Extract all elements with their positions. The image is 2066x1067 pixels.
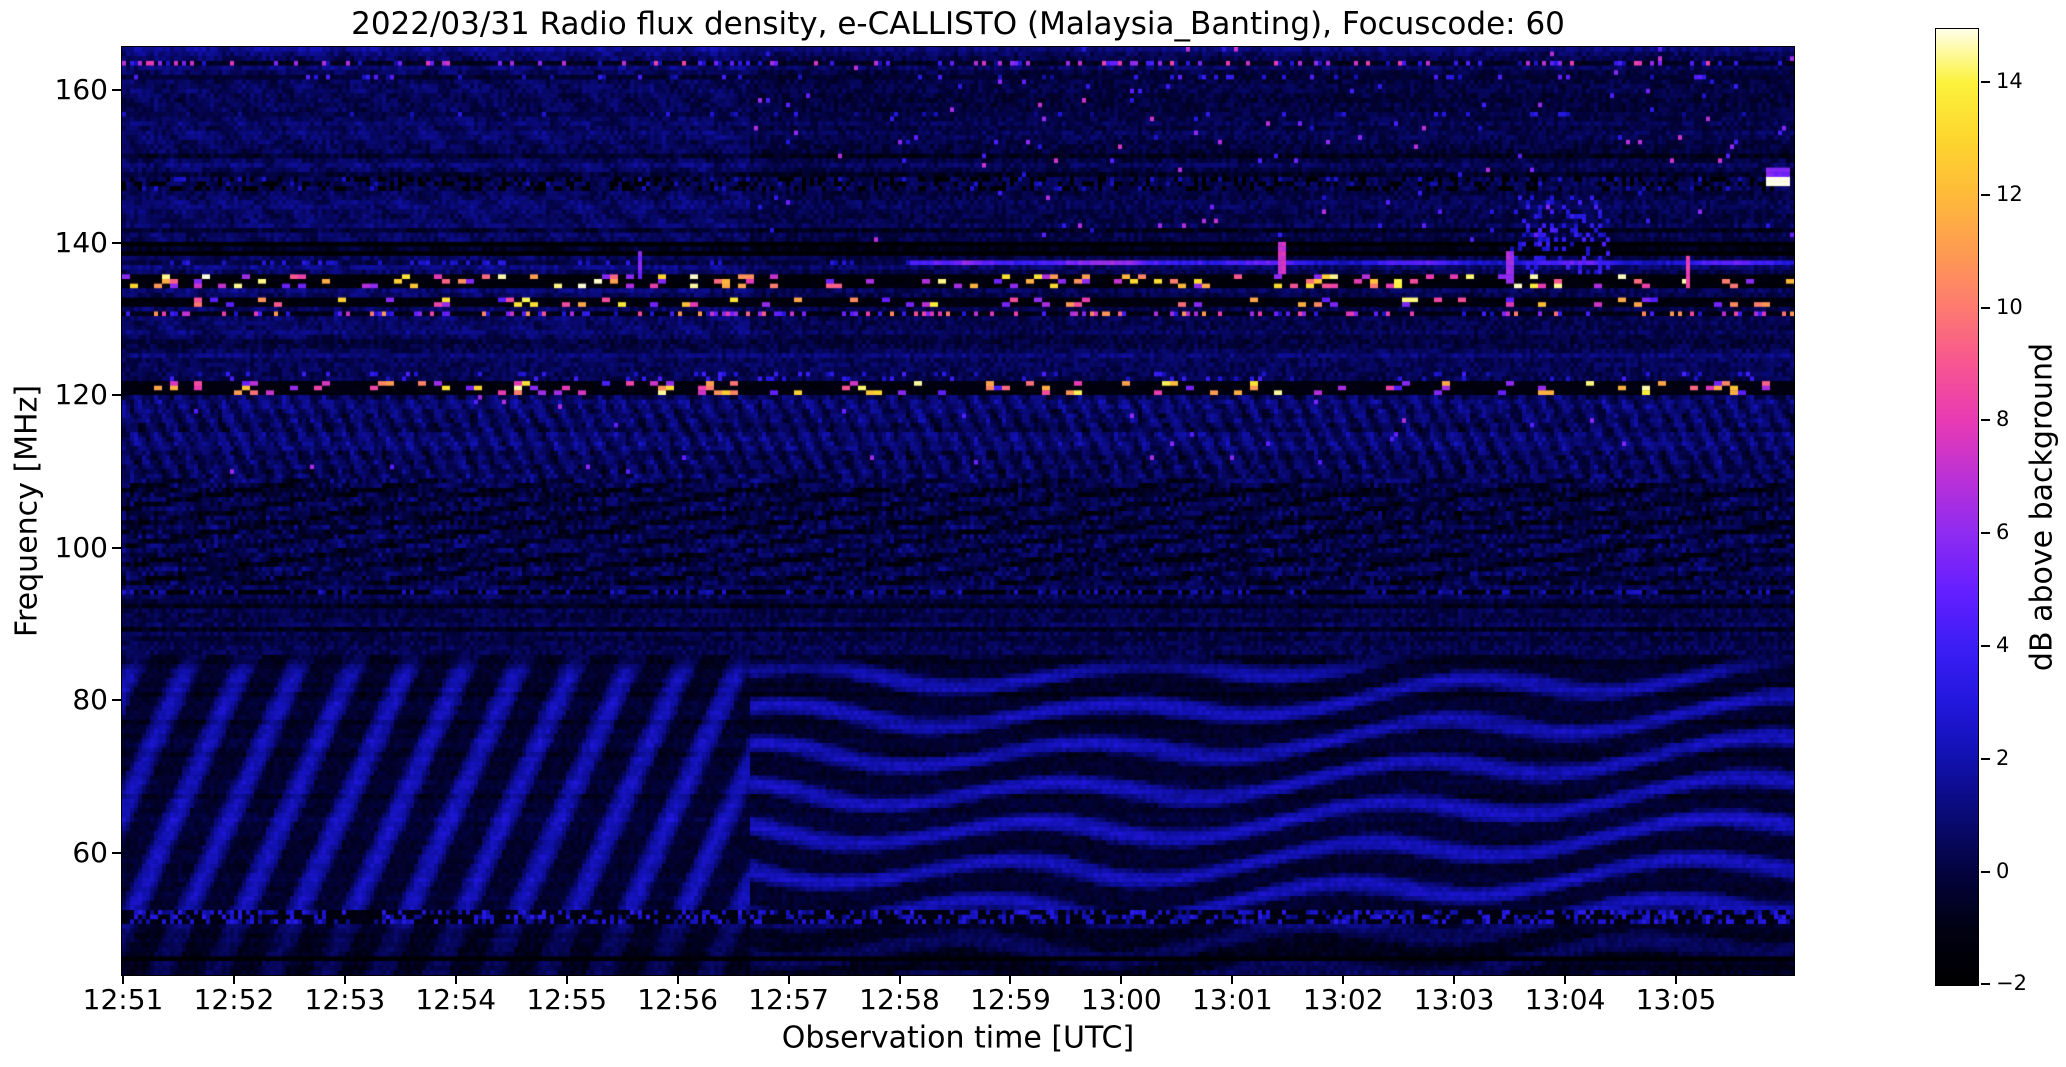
x-tick-mark — [1120, 975, 1123, 984]
x-tick-label: 13:03 — [1413, 983, 1495, 1016]
colorbar-tick-mark — [1981, 81, 1990, 83]
x-tick-label: 13:05 — [1635, 983, 1717, 1016]
y-tick-label: 160 — [54, 73, 108, 106]
x-tick-label: 13:02 — [1302, 983, 1384, 1016]
x-tick-label: 13:00 — [1081, 983, 1162, 1016]
y-tick-mark — [112, 89, 121, 91]
y-tick-label: 120 — [54, 378, 108, 411]
colorbar-tick-label: −2 — [1996, 971, 2027, 996]
x-tick-mark — [232, 975, 235, 984]
y-tick-mark — [112, 851, 121, 854]
x-tick-label: 12:57 — [748, 983, 829, 1016]
colorbar-tick-label: 10 — [1996, 294, 2023, 319]
x-tick-mark — [454, 975, 457, 984]
x-tick-label: 12:51 — [82, 983, 164, 1016]
x-tick-mark — [1564, 975, 1567, 984]
colorbar-tick-mark — [1981, 532, 1990, 535]
colorbar-tick-mark — [1981, 983, 1990, 986]
colorbar-tick-mark — [1981, 306, 1990, 309]
x-tick-mark — [787, 975, 790, 984]
colorbar-tick-label: 6 — [1996, 520, 2010, 545]
x-tick-mark — [1231, 975, 1234, 984]
colorbar-tick-label: 12 — [1996, 181, 2023, 206]
spectrogram-plot — [120, 45, 1795, 976]
colorbar-tick-mark — [1981, 193, 1990, 196]
x-tick-mark — [565, 975, 568, 984]
colorbar-tick-mark — [1981, 419, 1990, 422]
y-tick-label: 60 — [72, 835, 108, 869]
x-tick-mark — [1675, 975, 1678, 984]
x-tick-mark — [343, 975, 346, 984]
x-tick-mark — [1453, 975, 1456, 984]
x-tick-mark — [122, 975, 124, 984]
x-tick-label: 12:56 — [637, 983, 718, 1016]
colorbar-tick-mark — [1981, 645, 1990, 647]
x-tick-label: 13:01 — [1191, 983, 1273, 1016]
y-tick-label: 140 — [54, 225, 108, 259]
colorbar-tick-label: 14 — [1996, 69, 2023, 93]
colorbar-tick-mark — [1981, 757, 1990, 760]
colorbar-label: dB above background — [2024, 342, 2060, 672]
x-tick-mark — [898, 975, 901, 984]
colorbar-tick-label: 0 — [1996, 858, 2010, 883]
y-axis-label: Frequency [MHz] — [9, 384, 45, 638]
y-tick-mark — [112, 699, 121, 701]
colorbar — [1935, 28, 1979, 986]
spectrogram-canvas — [121, 46, 1794, 975]
x-tick-label: 12:53 — [304, 983, 386, 1016]
colorbar-tick-label: 2 — [1996, 745, 2010, 770]
x-axis-label: Observation time [UTC] — [781, 1020, 1135, 1056]
y-tick-label: 80 — [72, 683, 108, 716]
y-tick-mark — [112, 394, 121, 396]
x-tick-mark — [1009, 975, 1012, 984]
x-tick-label: 12:54 — [415, 983, 497, 1016]
x-tick-label: 12:59 — [970, 983, 1051, 1016]
x-tick-mark — [1342, 975, 1345, 984]
x-tick-label: 12:58 — [859, 983, 940, 1016]
x-tick-label: 12:52 — [193, 983, 275, 1016]
y-tick-label: 100 — [54, 530, 108, 564]
y-tick-mark — [112, 241, 121, 244]
colorbar-tick-mark — [1981, 870, 1990, 873]
y-tick-mark — [112, 546, 121, 549]
x-tick-label: 12:55 — [526, 983, 608, 1016]
colorbar-tick-label: 8 — [1996, 407, 2010, 432]
colorbar-tick-label: 4 — [1996, 633, 2010, 657]
x-tick-label: 13:04 — [1524, 983, 1606, 1016]
chart-title: 2022/03/31 Radio flux density, e-CALLIST… — [351, 6, 1565, 42]
x-tick-mark — [676, 975, 679, 984]
